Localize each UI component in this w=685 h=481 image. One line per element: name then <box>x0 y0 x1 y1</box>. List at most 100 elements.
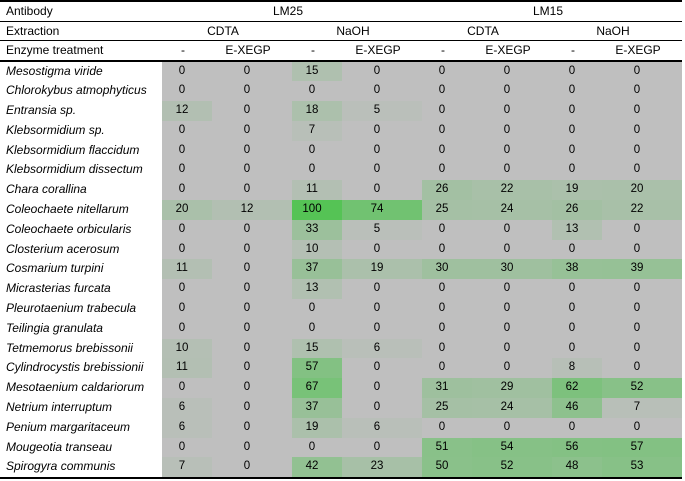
heatmap-cell: 0 <box>162 318 212 339</box>
heatmap-cell: 0 <box>212 318 292 339</box>
heatmap-cell: 0 <box>212 338 292 359</box>
antibody-row-label: Antibody <box>6 4 53 18</box>
extraction-row-label: Extraction <box>6 23 60 38</box>
enzyme-col-3: - <box>311 43 315 57</box>
table-row: Coleochaete nitellarum 20 12 100 74 25 24 26 22 <box>0 200 682 220</box>
table-row: Micrasterias furcata 0 0 13 0 0 0 0 0 <box>0 279 682 300</box>
heatmap-cell: 0 <box>602 358 682 379</box>
heatmap-cell: 6 <box>342 417 422 438</box>
heatmap-cell: 0 <box>212 279 292 300</box>
heatmap-cell: 0 <box>212 457 292 478</box>
heatmap-cell: 0 <box>552 120 602 141</box>
heatmap-cell: 22 <box>472 180 552 201</box>
heatmap-cell: 57 <box>292 358 342 379</box>
species-name: Spirogyra communis <box>0 457 162 478</box>
species-name: Entransia sp. <box>0 101 162 121</box>
table-row: Tetmemorus brebissonii 10 0 15 6 0 0 0 0 <box>0 338 682 359</box>
table-row: Mesostigma viride 0 0 15 0 0 0 0 0 <box>0 61 682 82</box>
species-name: Klebsormidium flaccidum <box>0 140 162 161</box>
extraction-lm25-naoh: NaOH <box>336 23 370 38</box>
heatmap-cell: 24 <box>472 398 552 418</box>
heatmap-cell: 0 <box>422 120 472 141</box>
enzyme-col-2: E-XEGP <box>225 43 271 57</box>
heatmap-cell: 0 <box>342 299 422 319</box>
heatmap-cell: 24 <box>472 200 552 220</box>
heatmap-cell: 0 <box>212 160 292 181</box>
heatmap-cell: 0 <box>292 318 342 339</box>
heatmap-cell: 0 <box>212 259 292 280</box>
heatmap-cell: 15 <box>292 61 342 82</box>
heatmap-cell: 37 <box>292 259 342 280</box>
heatmap-cell: 0 <box>472 299 552 319</box>
table-row: Closterium acerosum 0 0 10 0 0 0 0 0 <box>0 239 682 260</box>
heatmap-cell: 0 <box>472 338 552 359</box>
heatmap-cell: 0 <box>212 239 292 260</box>
heatmap-cell: 0 <box>472 239 552 260</box>
heatmap-cell: 42 <box>292 457 342 478</box>
heatmap-cell: 26 <box>422 180 472 201</box>
heatmap-cell: 0 <box>212 299 292 319</box>
extraction-lm15-cdta: CDTA <box>467 23 499 38</box>
heatmap-cell: 0 <box>422 219 472 240</box>
heatmap-cell: 26 <box>552 200 602 220</box>
heatmap-cell: 20 <box>602 180 682 201</box>
heatmap-cell: 0 <box>162 120 212 141</box>
heatmap-cell: 74 <box>342 200 422 220</box>
species-name: Klebsormidium sp. <box>0 120 162 141</box>
heatmap-cell: 0 <box>602 160 682 181</box>
table-row: Entransia sp. 12 0 18 5 0 0 0 0 <box>0 101 682 121</box>
species-name: Cosmarium turpini <box>0 259 162 280</box>
table-row: Klebsormidium flaccidum 0 0 0 0 0 0 0 0 <box>0 140 682 161</box>
heatmap-cell: 0 <box>602 299 682 319</box>
heatmap-cell: 0 <box>472 279 552 300</box>
heatmap-cell: 0 <box>162 239 212 260</box>
species-name: Coleochaete nitellarum <box>0 200 162 220</box>
heatmap-cell: 0 <box>602 338 682 359</box>
heatmap-cell: 25 <box>422 200 472 220</box>
extraction-lm15-naoh: NaOH <box>596 23 630 38</box>
heatmap-cell: 0 <box>602 239 682 260</box>
heatmap-cell: 0 <box>342 160 422 181</box>
species-name: Chlorokybus atmophyticus <box>0 81 162 102</box>
heatmap-cell: 0 <box>292 437 342 458</box>
heatmap-cell: 0 <box>602 120 682 141</box>
antibody-group-lm15: LM15 <box>532 4 564 18</box>
antibody-group-lm25: LM25 <box>272 4 304 18</box>
heatmap-cell: 0 <box>342 318 422 339</box>
heatmap-cell: 48 <box>552 457 602 478</box>
species-name: Mesotaenium caldariorum <box>0 378 162 399</box>
heatmap-cell: 0 <box>342 61 422 82</box>
heatmap-cell: 0 <box>342 140 422 161</box>
heatmap-cell: 0 <box>552 101 602 121</box>
heatmap-cell: 0 <box>422 239 472 260</box>
species-name: Mesostigma viride <box>0 61 162 82</box>
species-name: Penium margaritaceum <box>0 417 162 438</box>
heatmap-cell: 53 <box>602 457 682 478</box>
enzyme-col-4: E-XEGP <box>355 43 401 57</box>
heatmap-cell: 0 <box>162 140 212 161</box>
heatmap-cell: 33 <box>292 219 342 240</box>
heatmap-cell: 0 <box>162 219 212 240</box>
heatmap-cell: 0 <box>162 279 212 300</box>
heatmap-cell: 0 <box>422 279 472 300</box>
heatmap-cell: 0 <box>602 219 682 240</box>
species-name: Tetmemorus brebissonii <box>0 338 162 359</box>
heatmap-cell: 0 <box>422 160 472 181</box>
header-row-antibody: Antibody LM25 LM15 <box>0 2 682 22</box>
heatmap-cell: 8 <box>552 358 602 379</box>
heatmap-cell: 0 <box>162 378 212 399</box>
heatmap-cell: 0 <box>472 61 552 82</box>
heatmap-cell: 0 <box>162 61 212 82</box>
heatmap-cell: 0 <box>212 180 292 201</box>
heatmap-cell: 0 <box>472 101 552 121</box>
table-row: Klebsormidium dissectum 0 0 0 0 0 0 0 0 <box>0 160 682 181</box>
heatmap-cell: 7 <box>162 457 212 478</box>
species-name: Teilingia granulata <box>0 318 162 339</box>
heatmap-cell: 23 <box>342 457 422 478</box>
heatmap-cell: 0 <box>602 279 682 300</box>
heatmap-cell: 10 <box>162 338 212 359</box>
species-name: Coleochaete orbicularis <box>0 219 162 240</box>
header-row-extraction: Extraction CDTA NaOH CDTA NaOH <box>0 22 682 41</box>
enzyme-col-5: - <box>441 43 445 57</box>
